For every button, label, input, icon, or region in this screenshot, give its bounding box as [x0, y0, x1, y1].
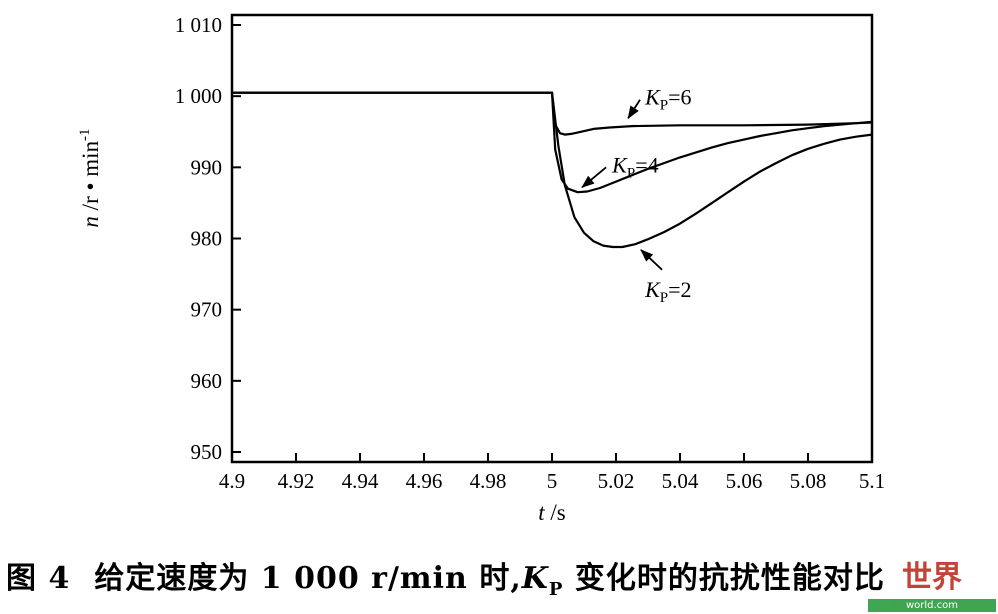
annotation-label: KP=6 [644, 85, 691, 114]
annotation-label: KP=4 [611, 152, 658, 181]
x-tick-label: 5.08 [790, 469, 827, 493]
x-tick-label: 4.94 [342, 469, 379, 493]
y-tick-label: 970 [191, 298, 223, 322]
y-tick-label: 960 [191, 369, 223, 393]
annotation-arrow [627, 99, 641, 120]
chart-svg: 4.9 4.92 4.94 4.96 4.98 5 5.02 5.04 5.06 5.08 5.1 9… [77, 13, 885, 525]
y-tick-label: 1 010 [175, 13, 222, 37]
watermark-text-cn: 世界 [902, 560, 962, 595]
x-tick-label: 5.06 [726, 469, 763, 493]
annotation-label: KP=2 [644, 277, 691, 306]
x-tick-label: 5.1 [859, 469, 885, 493]
x-tick-label: 4.92 [278, 469, 315, 493]
x-tick-label: 4.98 [470, 469, 507, 493]
x-tick-label: 4.96 [406, 469, 443, 493]
annotation-arrow [640, 249, 663, 271]
figure-caption: 图 4 给定速度为 1 000 r/min 时,KP 变化时的抗扰性能对比 [0, 553, 998, 600]
x-tick-label: 5 [547, 469, 558, 493]
series-Kp=4 [230, 91, 874, 194]
caption-text-post: 变化时的抗扰性能对比 [563, 561, 885, 596]
caption-k-sub: P [548, 579, 564, 600]
series-Kp=2 [230, 91, 874, 249]
y-tick-label: 980 [191, 227, 223, 251]
y-axis-label: n /r • min-1 [77, 128, 103, 227]
y-tick-label: 990 [191, 155, 223, 179]
x-tick-label: 5.04 [662, 469, 699, 493]
y-tick-label: 950 [191, 440, 223, 464]
watermark-text-en: world.com [868, 599, 996, 612]
watermark-logo: 世界 world.com [868, 560, 996, 614]
y-tick-label: 1 000 [175, 84, 222, 108]
caption-text-pre: 给定速度为 1 000 r/min 时, [94, 561, 522, 596]
annotation-arrow [581, 166, 607, 188]
caption-figure-number: 图 4 [6, 561, 71, 596]
x-tick-label: 5.02 [598, 469, 635, 493]
x-axis-label: t /s [538, 500, 566, 525]
plot-frame [230, 13, 874, 464]
caption-k-var: K [521, 561, 549, 596]
x-tick-label: 4.9 [219, 469, 245, 493]
